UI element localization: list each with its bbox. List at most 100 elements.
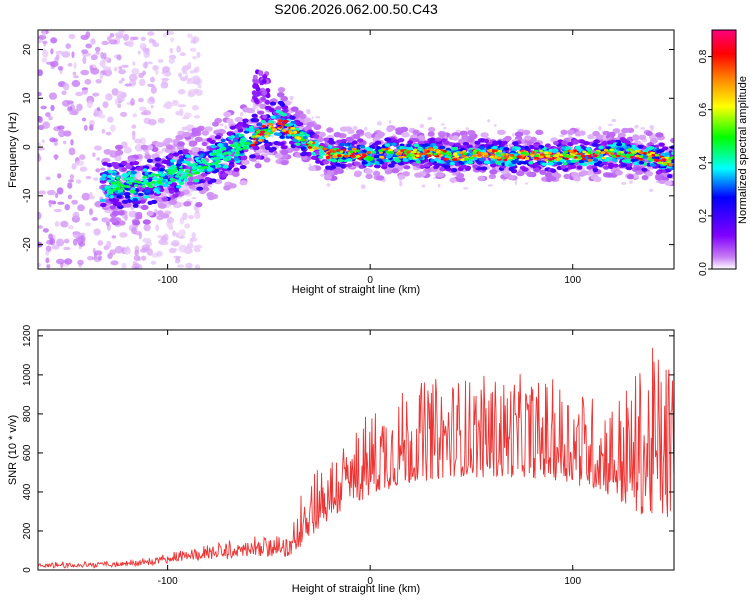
spectrogram-ridge-cell: [592, 158, 599, 162]
spectrogram-noise-cell: [194, 211, 201, 220]
spectrogram-ridge-cell: [104, 149, 112, 155]
spectrogram-ridge-cell: [325, 165, 331, 170]
spectrogram-ridge-cell: [330, 152, 336, 156]
spectrogram-ridge-cell: [239, 165, 247, 170]
spectrogram-ridge-cell: [137, 192, 144, 197]
spectrogram-noise-cell: [123, 146, 132, 154]
spectrogram-noise-cell: [38, 211, 42, 220]
spectrogram-ridge-cell: [656, 161, 663, 165]
spectrogram-noise-cell: [102, 101, 109, 109]
spectrogram-ridge-cell: [318, 131, 326, 138]
spectrogram-ridge-cell: [647, 155, 653, 159]
spectrogram-noise-cell: [134, 266, 139, 269]
spectrogram-ridge-cell: [620, 163, 628, 168]
spectrogram-x-tick-label: -100: [158, 275, 178, 286]
spectrogram-ridge-cell: [406, 143, 412, 148]
spectrogram-speckle: [437, 183, 441, 188]
spectrogram-noise-cell: [77, 204, 85, 212]
spectrogram-ridge-cell: [601, 140, 608, 146]
spectrogram-ridge-cell: [349, 150, 354, 154]
spectrogram-ridge-cell: [409, 153, 415, 157]
spectrogram-ridge-cell: [307, 131, 315, 136]
spectrogram-ridge-cell: [516, 146, 521, 151]
spectrogram-noise-cell: [92, 152, 96, 157]
spectrogram-ridge-cell: [303, 135, 308, 140]
spectrogram-noise-cell: [121, 64, 129, 68]
spectrogram-noise-cell: [57, 65, 64, 71]
spectrogram-ridge-cell: [205, 162, 210, 166]
spectrogram-ridge-cell: [241, 137, 247, 141]
spectrogram-noise-cell: [98, 255, 102, 261]
spectrogram-ridge-cell: [215, 152, 221, 155]
spectrogram-ridge-cell: [562, 152, 567, 156]
spectrogram-noise-cell: [45, 112, 51, 118]
spectrogram-speckle: [219, 123, 224, 127]
spectrogram-ridge-cell: [174, 175, 181, 178]
spectrogram-ridge-cell: [228, 140, 235, 145]
spectrogram-ridge-cell: [109, 217, 118, 223]
spectrogram-noise-cell: [116, 90, 125, 99]
spectrogram-ridge-cell: [316, 137, 324, 143]
spectrogram-speckle: [440, 123, 445, 126]
spectrogram-ridge-cell: [467, 160, 474, 165]
spectrogram-ridge-cell: [351, 147, 357, 151]
spectrogram-ridge-cell: [261, 125, 266, 128]
spectrogram-ridge-cell: [443, 164, 451, 169]
spectrogram-noise-cell: [53, 208, 62, 213]
spectrogram-speckle: [360, 184, 366, 190]
spectrogram-noise-cell: [49, 238, 55, 246]
spectrogram-noise-cell: [38, 116, 43, 123]
spectrogram-ridge-cell: [169, 170, 175, 174]
spectrogram-ridge-cell: [666, 160, 672, 164]
spectrogram-ridge-cell: [593, 139, 600, 144]
spectrogram-ridge-cell: [194, 136, 203, 143]
spectrogram-ridge-cell: [311, 152, 316, 156]
spectrogram-ridge-cell: [600, 151, 606, 155]
spectrogram-ridge-cell: [477, 175, 486, 182]
spectrogram-ridge-cell: [556, 152, 561, 155]
spectrogram-ridge-cell: [627, 148, 633, 152]
spectrogram-ridge-cell: [344, 126, 353, 132]
spectrogram-noise-cell: [182, 212, 188, 221]
spectrogram-noise-cell: [118, 69, 126, 75]
spectrogram-noise-cell: [189, 47, 197, 52]
spectrogram-noise-cell: [189, 70, 195, 74]
spectrogram-ridge-cell: [109, 205, 116, 210]
spectrogram-ridge-cell: [469, 156, 474, 160]
spectrogram-ridge-cell: [427, 152, 433, 155]
spectrogram-ridge-cell: [497, 149, 503, 153]
spectrogram-noise-cell: [186, 80, 194, 85]
spectrogram-ridge-cell: [449, 161, 455, 166]
spectrogram-ridge-cell: [308, 148, 315, 152]
spectrogram-ridge-cell: [655, 175, 663, 181]
snr-frame: [37, 329, 675, 571]
spectrogram-speckle: [306, 109, 311, 112]
spectrogram-ridge-cell: [212, 121, 219, 127]
spectrogram-ridge-cell: [108, 197, 116, 202]
spectrogram-noise-cell: [93, 228, 101, 236]
spectrogram-ridge-cell: [593, 162, 601, 166]
spectrogram-ridge-cell: [397, 152, 403, 156]
spectrogram-ridge-cell: [236, 143, 242, 147]
spectrogram-speckle: [239, 112, 244, 117]
spectrogram-ridge-cell: [290, 126, 296, 130]
spectrogram-ridge-cell: [612, 158, 618, 163]
spectrogram-ridge-cell: [639, 151, 644, 155]
spectrogram-noise-cell: [77, 259, 84, 265]
spectrogram-ridge-cell: [242, 118, 249, 123]
spectrogram-ridge-cell: [292, 138, 299, 143]
spectrogram-ridge-cell: [233, 157, 240, 161]
spectrogram-ridge-cell: [102, 161, 109, 166]
spectrogram-noise-cell: [38, 262, 41, 268]
page-title: S206.2026.062.00.50.C43: [274, 1, 438, 17]
spectrogram-ridge-cell: [242, 145, 248, 149]
spectrogram-noise-cell: [70, 139, 74, 146]
spectrogram-ridge-cell: [378, 155, 385, 159]
spectrogram-ridge-cell: [345, 136, 354, 143]
spectrogram-noise-cell: [61, 99, 71, 107]
spectrogram-ridge-cell: [459, 130, 468, 136]
spectrogram-ridge-cell: [275, 106, 282, 111]
spectrogram-ridge-cell: [336, 149, 341, 152]
spectrogram-ridge-cell: [284, 123, 289, 127]
spectrogram-noise-cell: [42, 50, 49, 58]
